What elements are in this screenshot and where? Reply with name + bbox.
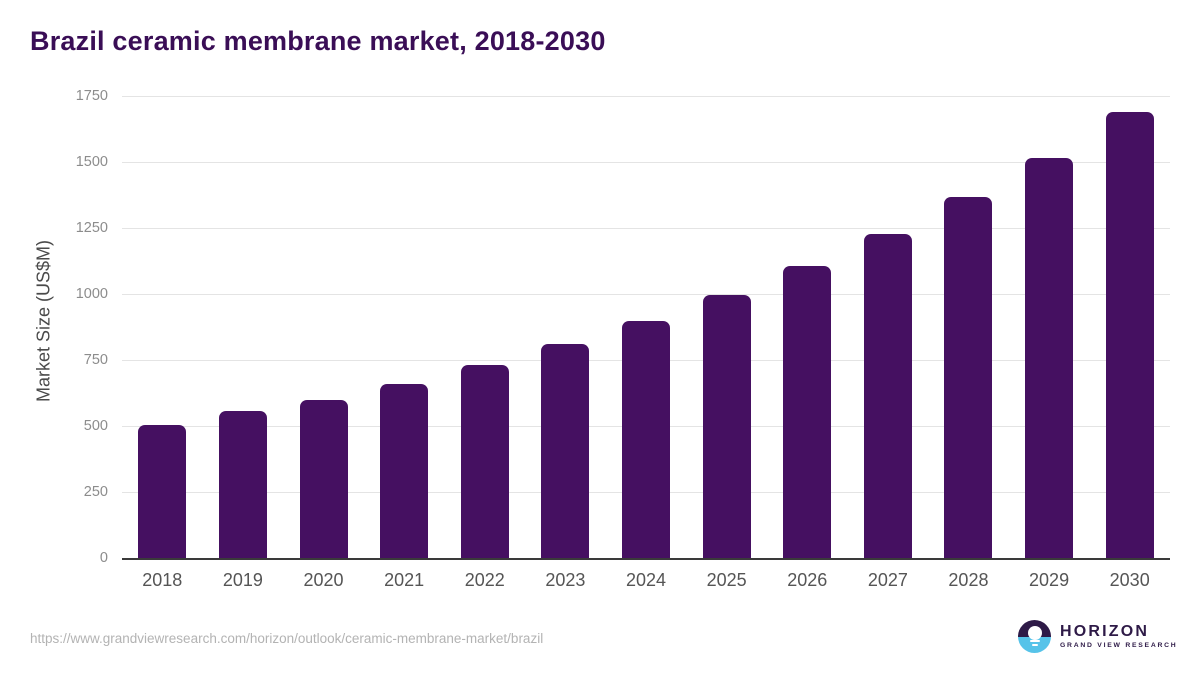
x-tick-2018: 2018 (142, 570, 183, 590)
bar-2022 (460, 365, 509, 558)
logo-sub-brand: GRAND VIEW RESEARCH (1060, 641, 1178, 649)
x-tick-2022: 2022 (464, 570, 505, 590)
y-tick-0: 0 (99, 550, 108, 566)
bar-2020 (299, 399, 348, 558)
bar-2030 (1105, 112, 1154, 558)
x-tick-2027: 2027 (867, 570, 908, 590)
bar-2029 (1025, 158, 1074, 558)
gridline-1000 (122, 293, 1170, 295)
x-tick-2023: 2023 (545, 570, 586, 590)
gridline-1250 (122, 227, 1170, 229)
y-tick-1500: 1500 (75, 154, 108, 170)
logo-brand-name: HORIZON (1060, 622, 1150, 640)
bar-2028 (944, 197, 993, 558)
gridline-1500 (122, 161, 1170, 163)
x-axis-line (122, 558, 1170, 560)
bar-2025 (702, 295, 751, 558)
x-tick-2029: 2029 (1029, 570, 1070, 590)
x-tick-2019: 2019 (222, 570, 263, 590)
gridline-1750 (122, 95, 1170, 97)
bar-2018 (138, 424, 187, 558)
x-tick-2024: 2024 (625, 570, 667, 590)
x-tick-2020: 2020 (303, 570, 344, 590)
source-url: https://www.grandviewresearch.com/horizo… (30, 631, 544, 646)
bar-2027 (863, 233, 912, 558)
x-tick-2025: 2025 (706, 570, 747, 590)
y-tick-250: 250 (83, 484, 108, 500)
logo-ripple (1029, 640, 1040, 642)
y-tick-1750: 1750 (75, 88, 108, 104)
bar-2024 (622, 320, 670, 558)
bar-2019 (218, 411, 267, 558)
bar-2021 (380, 383, 429, 558)
y-axis-title: Market Size (US$M) (33, 239, 54, 403)
x-tick-2026: 2026 (787, 570, 828, 590)
horizon-sun-icon (1018, 620, 1051, 653)
logo-text: HORIZON GRAND VIEW RESEARCH (1060, 622, 1178, 650)
y-tick-1000: 1000 (75, 286, 108, 302)
plot-area (122, 95, 1170, 560)
x-tick-2030: 2030 (1109, 570, 1150, 590)
y-tick-500: 500 (83, 418, 108, 434)
brand-logo: HORIZON GRAND VIEW RESEARCH (1018, 620, 1177, 653)
y-tick-1250: 1250 (75, 220, 108, 236)
bar-2023 (541, 344, 590, 558)
y-tick-750: 750 (83, 352, 108, 368)
bar-2026 (783, 265, 832, 558)
x-tick-2021: 2021 (384, 570, 425, 590)
logo-sun-hole (1027, 626, 1042, 640)
logo-ripple (1031, 644, 1038, 646)
chart-title: Brazil ceramic membrane market, 2018-203… (30, 26, 606, 56)
x-tick-2028: 2028 (948, 570, 989, 590)
